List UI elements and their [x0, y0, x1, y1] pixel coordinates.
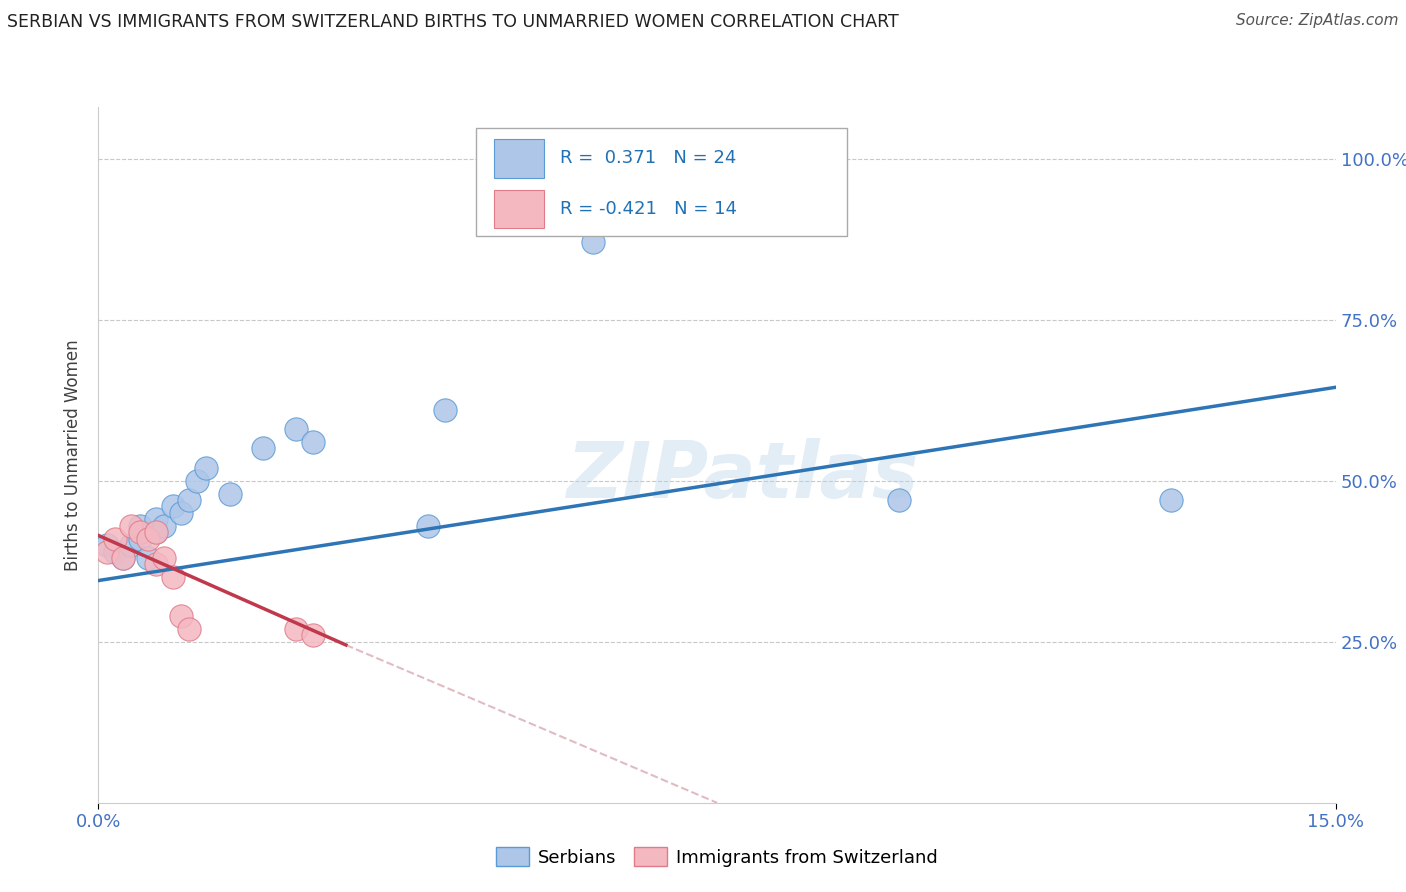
Point	[96, 544, 118, 558]
Point	[252, 442, 274, 456]
Point	[145, 525, 167, 540]
Legend: Serbians, Immigrants from Switzerland: Serbians, Immigrants from Switzerland	[489, 840, 945, 874]
Point	[128, 525, 150, 540]
Text: R =  0.371   N = 24: R = 0.371 N = 24	[560, 149, 737, 167]
Point	[285, 622, 308, 636]
Bar	[495, 190, 544, 228]
Bar	[495, 139, 544, 178]
Point	[170, 609, 193, 624]
Y-axis label: Births to Unmarried Women: Births to Unmarried Women	[65, 339, 83, 571]
Point	[120, 518, 142, 533]
Point	[302, 628, 325, 642]
Point	[582, 235, 605, 250]
Point	[162, 500, 184, 514]
Point	[120, 538, 142, 552]
Point	[1160, 493, 1182, 508]
Point	[136, 532, 159, 546]
Point	[145, 512, 167, 526]
Point	[418, 518, 440, 533]
Text: R = -0.421   N = 14: R = -0.421 N = 14	[560, 200, 737, 218]
Point	[194, 460, 217, 475]
Text: ZIPatlas: ZIPatlas	[565, 438, 918, 514]
Point	[104, 532, 127, 546]
Point	[104, 544, 127, 558]
Text: SERBIAN VS IMMIGRANTS FROM SWITZERLAND BIRTHS TO UNMARRIED WOMEN CORRELATION CHA: SERBIAN VS IMMIGRANTS FROM SWITZERLAND B…	[7, 13, 898, 31]
Point	[186, 474, 208, 488]
Point	[433, 402, 456, 417]
Point	[285, 422, 308, 436]
Point	[96, 538, 118, 552]
Point	[128, 518, 150, 533]
Point	[112, 551, 135, 566]
Point	[887, 493, 910, 508]
FancyBboxPatch shape	[475, 128, 846, 235]
Point	[153, 551, 176, 566]
Point	[145, 558, 167, 572]
Point	[153, 518, 176, 533]
Point	[179, 493, 201, 508]
Text: Source: ZipAtlas.com: Source: ZipAtlas.com	[1236, 13, 1399, 29]
Point	[136, 551, 159, 566]
Point	[112, 551, 135, 566]
Point	[179, 622, 201, 636]
Point	[302, 435, 325, 450]
Point	[170, 506, 193, 520]
Point	[219, 486, 242, 500]
Point	[145, 525, 167, 540]
Point	[162, 570, 184, 584]
Point	[128, 532, 150, 546]
